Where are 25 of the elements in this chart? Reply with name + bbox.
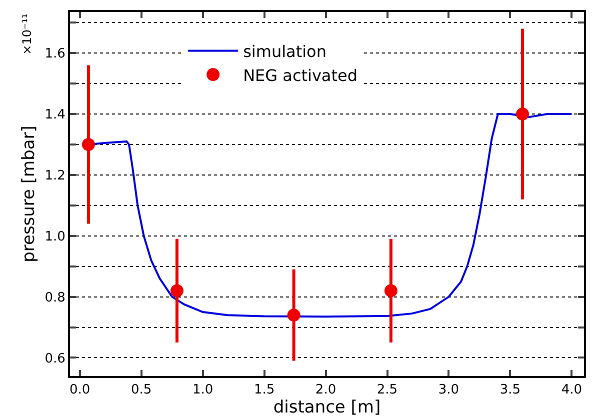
y-tick-label: 0.6 <box>44 351 66 366</box>
point <box>82 138 95 151</box>
x-tick-label: 3.5 <box>500 382 521 398</box>
legend-label: simulation <box>243 42 326 61</box>
y-tick-label: 1.6 <box>44 46 66 62</box>
x-tick-label: 4.0 <box>561 382 582 398</box>
y-axis-title: pressure [mbar] <box>18 126 39 262</box>
x-tick-label: 2.0 <box>315 382 336 398</box>
y-tick-label: 1.4 <box>44 108 66 123</box>
x-tick-label: 1.5 <box>254 382 275 398</box>
point <box>516 108 530 121</box>
x-tick-label: 0.5 <box>130 382 152 398</box>
y-tick-label: 1.2 <box>44 168 66 184</box>
point <box>287 308 300 322</box>
y-tick-label: 0.8 <box>44 290 66 306</box>
x-tick-label: 3.0 <box>438 382 460 398</box>
point <box>170 284 184 298</box>
x-tick-label: 0.0 <box>69 382 90 398</box>
x-tick-label: 1.0 <box>192 382 214 398</box>
x-tick-label: 2.5 <box>376 382 398 398</box>
text: ×10⁻¹¹ <box>20 13 34 55</box>
legend-label: NEG activated <box>243 66 358 85</box>
x-axis-title: distance [m] <box>273 398 381 418</box>
point <box>384 284 398 298</box>
y-tick-label: 1.0 <box>44 229 66 244</box>
